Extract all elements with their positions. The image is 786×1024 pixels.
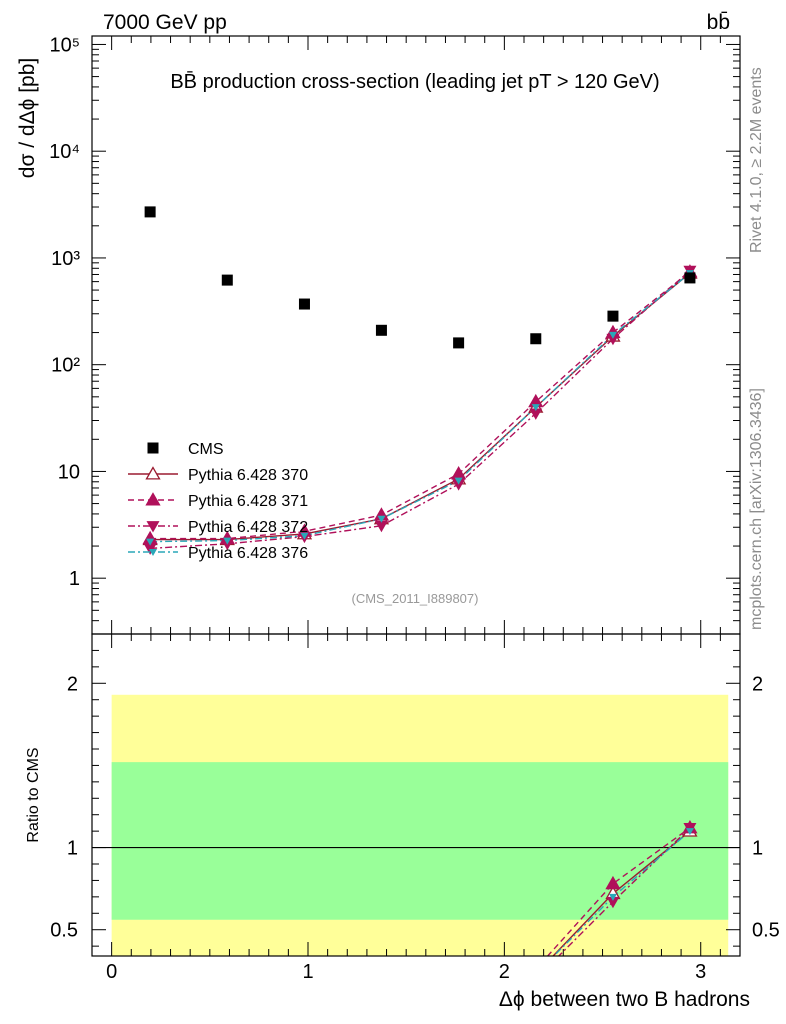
cms-data-point: [453, 337, 465, 349]
cms-data-point: [530, 333, 542, 345]
legend-marker: [149, 549, 157, 556]
energy-label: 7000 GeV pp: [103, 11, 227, 34]
legend-entry-label: Pythia 6.428 372: [188, 519, 308, 536]
series-line-371: [150, 271, 691, 540]
main-plot-title: BB̄ production cross-section (leading je…: [170, 70, 659, 93]
mc-point-371: [450, 466, 467, 480]
main-y-tick-label: 10⁴: [49, 141, 80, 163]
ratio-y-tick-label-right: 0.5: [752, 920, 780, 942]
ratio-band-lower: [111, 919, 729, 956]
ratio-y-tick-label: 0.5: [50, 920, 78, 942]
x-tick-label: 2: [499, 961, 510, 983]
ratio-point-376: [608, 893, 617, 901]
mc-point-376: [223, 537, 232, 545]
main-y-tick-label: 10³: [51, 248, 80, 270]
mc-point-376: [300, 532, 309, 540]
x-tick-label: 3: [695, 961, 706, 983]
main-y-axis-label: dσ / dΔϕ [pb]: [16, 58, 39, 178]
ratio-band: [111, 762, 729, 920]
ratio-line-370: [552, 830, 691, 956]
mc-point-372: [374, 520, 388, 533]
process-label: bb̄: [707, 11, 730, 34]
series-line-376: [150, 272, 691, 543]
series-line-370: [150, 272, 691, 541]
cms-data-point: [375, 324, 387, 336]
main-plot-series: [142, 206, 698, 555]
ratio-y-axis-label: Ratio to CMS: [25, 747, 42, 842]
legend: CMS Pythia 6.428 370 Pythia 6.428 371 Pythi…: [128, 441, 308, 562]
ratio-uncertainty-bands: [92, 694, 740, 956]
main-y-tick-label: 10⁵: [49, 34, 80, 56]
mcplots-reference-label: mcplots.cern.ch [arXiv:1306.3436]: [748, 388, 765, 630]
mc-point-372: [220, 538, 234, 551]
cms-data-point: [607, 310, 619, 322]
legend-marker: [147, 442, 159, 454]
legend-entry-label: Pythia 6.428 370: [188, 467, 308, 484]
x-tick-label: 1: [302, 961, 313, 983]
ratio-point-376: [685, 828, 694, 836]
ratio-point-371: [605, 875, 621, 890]
main-y-tick-label: 10: [58, 461, 80, 483]
legend-marker: [145, 492, 161, 506]
ratio-line-376: [552, 830, 691, 956]
main-y-tick-label: 10²: [51, 355, 80, 377]
rivet-version-label: Rivet 4.1.0, ≥ 2.2M events: [748, 67, 765, 253]
mc-point-376: [146, 538, 155, 546]
mc-point-372: [452, 479, 466, 491]
cms-data-point: [684, 272, 696, 284]
cms-data-point: [298, 298, 310, 310]
x-tick-label: 0: [106, 961, 117, 983]
ratio-plot-frame: [91, 633, 741, 957]
ratio-y-tick-label-right: 1: [752, 838, 763, 860]
legend-entry-label: CMS: [188, 441, 224, 458]
mc-point-372: [529, 408, 543, 420]
mc-point-376: [531, 404, 540, 412]
legend-marker: [146, 521, 160, 533]
ratio-y-tick-label: 2: [67, 673, 78, 695]
cms-data-point: [221, 274, 233, 286]
legend-entry-label: Pythia 6.428 371: [188, 493, 308, 510]
mc-point-376: [454, 477, 463, 485]
ratio-point-372: [606, 896, 620, 909]
ratio-y-tick-label-right: 2: [752, 673, 763, 695]
x-axis-label: Δϕ between two B hadrons: [499, 988, 750, 1011]
ratio-plot-series: [546, 820, 698, 956]
ratio-line-372: [557, 827, 691, 956]
ratio-y-tick-label: 1: [67, 838, 78, 860]
analysis-watermark: (CMS_2011_I889807): [352, 591, 479, 606]
mc-point-376: [608, 331, 617, 339]
cms-data-point: [144, 206, 156, 218]
mc-point-376: [377, 515, 386, 523]
series-line-372: [150, 270, 691, 550]
legend-entry-label: Pythia 6.428 376: [188, 545, 308, 562]
legend-marker: [145, 466, 161, 480]
main-y-tick-label: 1: [69, 568, 80, 590]
mc-point-372: [606, 333, 620, 346]
